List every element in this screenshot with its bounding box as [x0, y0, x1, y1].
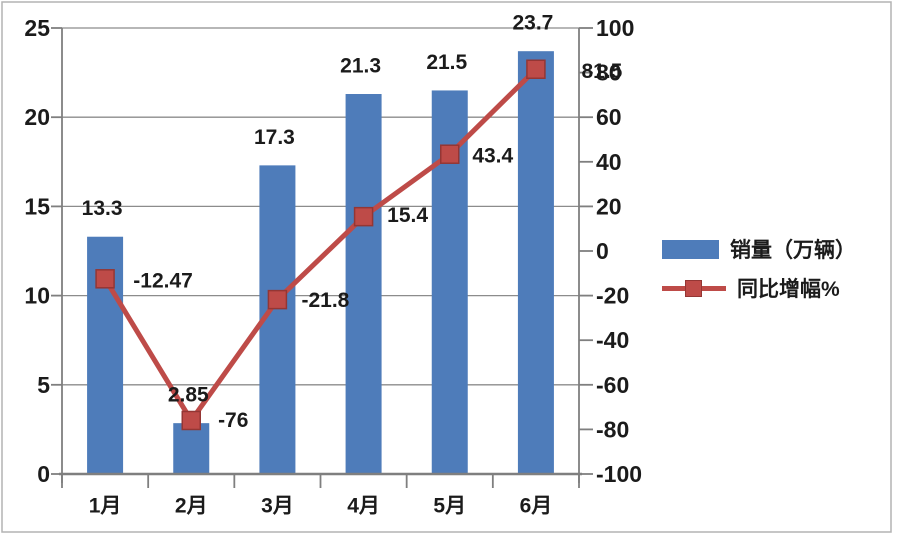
line-data-label: -12.47 [133, 269, 193, 292]
right-axis-label: -80 [596, 416, 629, 442]
line-series [102, 67, 538, 426]
bar-data-label: 17.3 [254, 126, 295, 149]
bar-data-label: 23.7 [512, 12, 553, 35]
line-marker [526, 59, 546, 80]
category-label: 1月 [89, 495, 122, 518]
bar-data-label: 13.3 [82, 197, 123, 220]
left-axis-label: 0 [37, 461, 50, 487]
left-axis-label: 10 [24, 283, 50, 309]
line-data-label: -21.8 [301, 289, 349, 312]
bar [173, 423, 210, 474]
bar [517, 51, 554, 474]
category-label: 5月 [433, 495, 466, 518]
line-data-label: 43.4 [472, 145, 513, 168]
left-axis-label: 5 [37, 372, 50, 398]
legend-label-sales: 销量（万辆） [730, 239, 856, 262]
line-marker [353, 206, 374, 227]
left-axis-label: 25 [24, 15, 50, 41]
bar-data-label: 21.5 [426, 51, 467, 74]
legend-label-growth: 同比增幅% [737, 278, 840, 301]
category-label: 4月 [347, 495, 380, 518]
right-axis-label: -20 [596, 283, 629, 309]
line-marker [181, 410, 201, 431]
category-label: 2月 [175, 495, 208, 518]
right-axis-label: 0 [596, 238, 609, 264]
right-axis-label: 60 [596, 104, 622, 130]
legend-line-swatch [662, 279, 726, 298]
line-data-label: -76 [218, 409, 248, 432]
right-axis-label: 80 [596, 60, 622, 86]
line-marker [267, 289, 288, 310]
line-marker [440, 144, 460, 164]
legend-item-sales: 销量（万辆） [662, 236, 856, 262]
legend-bar-swatch [662, 239, 719, 259]
right-axis-label: 20 [596, 193, 622, 219]
left-axis-label: 15 [24, 193, 50, 219]
right-axis-label: 40 [596, 149, 622, 175]
bar-data-label: 21.3 [340, 55, 381, 78]
right-axis-label: -100 [596, 461, 642, 487]
line-data-label: 81.5 [581, 60, 622, 83]
right-axis-label: -60 [596, 372, 629, 398]
line-data-label: 15.4 [387, 204, 428, 227]
chart-legend: 销量（万辆） 同比增幅% [662, 236, 856, 301]
right-axis-label: -40 [596, 327, 629, 353]
category-label: 3月 [261, 495, 294, 518]
right-axis-label: 100 [596, 15, 634, 41]
bar [345, 94, 382, 475]
category-label: 6月 [520, 495, 553, 518]
legend-item-growth: 同比增幅% [662, 275, 856, 301]
line-marker [95, 269, 115, 289]
legend-line-marker-icon [685, 279, 702, 297]
bar-data-label: 2.85 [168, 384, 209, 407]
left-axis-label: 20 [24, 104, 50, 130]
